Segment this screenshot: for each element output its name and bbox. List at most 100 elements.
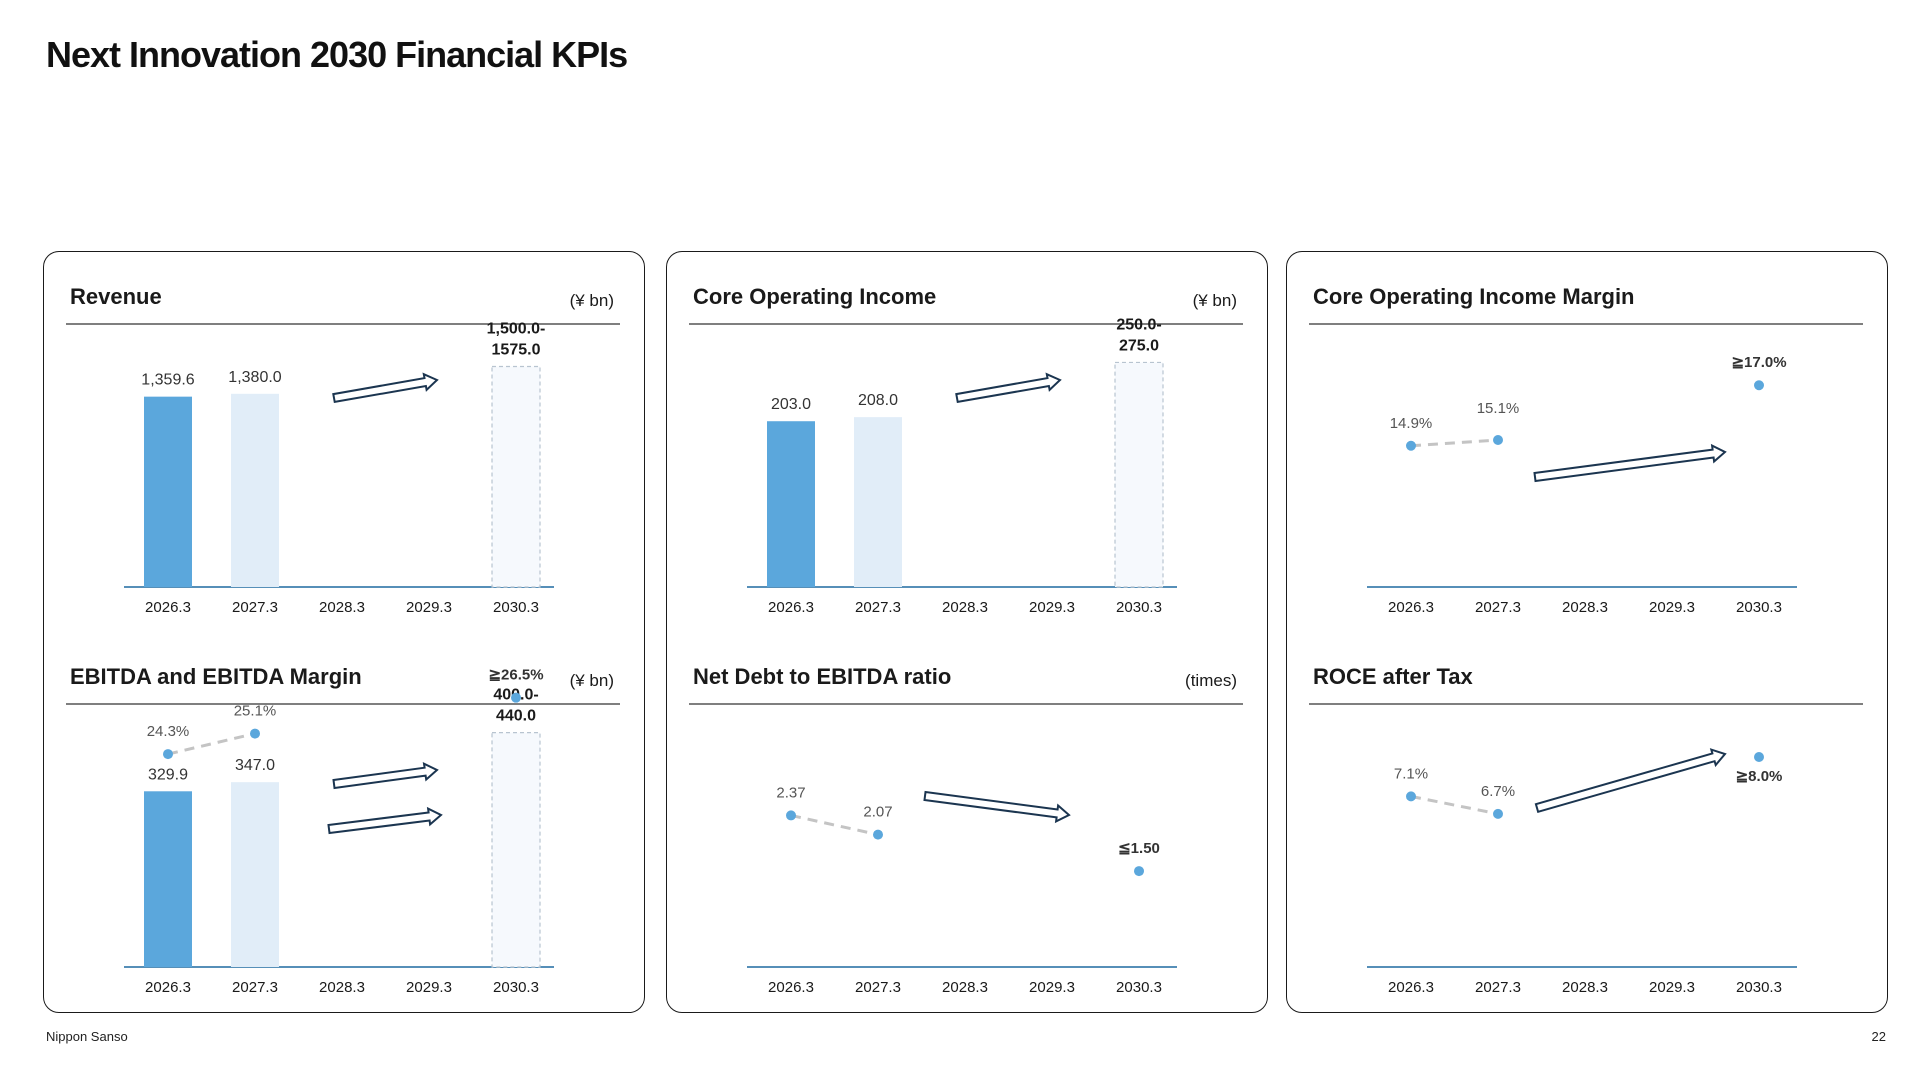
- chart-title: Net Debt to EBITDA ratio: [693, 664, 951, 689]
- x-tick-label: 2028.3: [1562, 979, 1608, 996]
- bar-2030.3: [491, 365, 541, 588]
- x-tick-label: 2030.3: [1736, 599, 1782, 616]
- point-2027.3: [1493, 808, 1503, 819]
- point-2030.3: [1754, 380, 1764, 391]
- x-tick-label: 2028.3: [319, 979, 365, 996]
- point-2026.3: [1406, 791, 1416, 802]
- point-value-label: ≦1.50: [1118, 840, 1160, 857]
- bar-2027.3: [231, 393, 279, 587]
- company-name: Nippon Sanso: [46, 1029, 128, 1044]
- point-2030.3: [1134, 866, 1144, 877]
- chart-title: ROCE after Tax: [1313, 664, 1474, 689]
- point-value-label: 2.07: [863, 804, 892, 821]
- bar-value-label: 275.0: [1119, 337, 1159, 354]
- unit-label: (times): [1185, 671, 1237, 690]
- bar-2026.3: [767, 421, 815, 587]
- x-tick-label: 2026.3: [1388, 979, 1434, 996]
- bar-2027.3: [854, 417, 902, 587]
- dashed-connector: [790, 813, 879, 837]
- bar-2027.3: [231, 782, 279, 967]
- trend-arrow-margin: [332, 761, 439, 790]
- x-tick-label: 2030.3: [493, 599, 539, 616]
- bar-value-label: 250.0-: [1116, 316, 1161, 333]
- x-tick-label: 2029.3: [1029, 599, 1075, 616]
- x-tick-label: 2030.3: [1736, 979, 1782, 996]
- point-value-label: 7.1%: [1394, 765, 1428, 782]
- bar-value-label: 203.0: [771, 396, 811, 413]
- x-tick-label: 2026.3: [145, 599, 191, 616]
- point-2030.3: [1754, 752, 1764, 762]
- x-tick-label: 2028.3: [1562, 599, 1608, 616]
- point-value-label: ≧8.0%: [1736, 768, 1783, 785]
- panel-middle: Core Operating Income (¥ bn) 2026.3 2027.3 2…: [666, 251, 1268, 1013]
- trend-arrow-ebitda: [327, 806, 443, 835]
- chart-title: Revenue: [70, 284, 162, 309]
- bar-2026.3: [144, 791, 192, 967]
- bar-2030.3: [1114, 361, 1164, 588]
- point-value-label: 15.1%: [1477, 400, 1520, 417]
- x-tick-label: 2030.3: [1116, 979, 1162, 996]
- dashed-connector: [1410, 794, 1499, 816]
- x-tick-label: 2029.3: [1029, 979, 1075, 996]
- trend-arrow: [1533, 443, 1727, 483]
- x-tick-label: 2027.3: [1475, 979, 1521, 996]
- bar-value-label: 440.0: [496, 708, 536, 725]
- x-tick-label: 2027.3: [1475, 599, 1521, 616]
- point-2026.3: [1406, 440, 1416, 451]
- x-tick-label: 2029.3: [406, 599, 452, 616]
- x-tick-label: 2029.3: [1649, 599, 1695, 616]
- trend-arrow: [955, 372, 1062, 404]
- x-tick-label: 2028.3: [319, 599, 365, 616]
- chart-title: Core Operating Income Margin: [1313, 284, 1635, 309]
- bar-2030.3: [491, 732, 541, 968]
- x-tick-label: 2028.3: [942, 599, 988, 616]
- chart-title: EBITDA and EBITDA Margin: [70, 664, 362, 689]
- dashed-connector: [1410, 438, 1499, 448]
- core-operating-income-margin-chart: Core Operating Income Margin 2026.3 2027.3…: [1309, 284, 1863, 616]
- x-tick-label: 2026.3: [768, 979, 814, 996]
- x-tick-label: 2027.3: [232, 979, 278, 996]
- unit-label: (¥ bn): [1193, 291, 1237, 310]
- point-2027.3: [873, 829, 883, 840]
- page-title: Next Innovation 2030 Financial KPIs: [46, 34, 628, 75]
- point-value-label: ≧17.0%: [1731, 354, 1786, 371]
- bar-value-label: 1,500.0-: [487, 321, 546, 338]
- x-tick-label: 2027.3: [855, 979, 901, 996]
- point-2027.3: [1493, 435, 1503, 445]
- x-tick-label: 2029.3: [1649, 979, 1695, 996]
- net-debt-to-ebitda-chart: Net Debt to EBITDA ratio (times) 2026.3 202…: [689, 664, 1243, 996]
- panel-left: Revenue (¥ bn) 2026.3 2027.3 2028.3 2029.3 203…: [43, 251, 645, 1013]
- point-2026.3: [163, 749, 173, 760]
- x-tick-label: 2030.3: [1116, 599, 1162, 616]
- x-tick-label: 2030.3: [493, 979, 539, 996]
- bar-value-label: 347.0: [235, 757, 275, 774]
- bar-value-label: 1,359.6: [141, 372, 194, 389]
- x-tick-label: 2026.3: [768, 599, 814, 616]
- point-2026.3: [786, 810, 796, 821]
- bar-value-label: 1,380.0: [228, 369, 281, 386]
- page-number: 22: [1871, 1029, 1886, 1044]
- point-value-label: 25.1%: [234, 703, 277, 720]
- panel-right: Core Operating Income Margin 2026.3 2027.3…: [1286, 251, 1888, 1013]
- unit-label: (¥ bn): [570, 291, 614, 310]
- trend-arrow: [1534, 748, 1727, 814]
- bar-value-label: 329.9: [148, 766, 188, 783]
- revenue-chart: Revenue (¥ bn) 2026.3 2027.3 2028.3 2029.3 203…: [66, 284, 620, 616]
- x-tick-label: 2029.3: [406, 979, 452, 996]
- unit-label: (¥ bn): [570, 671, 614, 690]
- trend-arrow: [332, 372, 439, 404]
- bar-value-label: 1575.0: [492, 342, 541, 359]
- chart-title: Core Operating Income: [693, 284, 936, 309]
- trend-arrow: [923, 790, 1071, 824]
- bar-2026.3: [144, 396, 192, 587]
- bar-value-label: 208.0: [858, 392, 898, 409]
- point-2030.3: [511, 692, 521, 703]
- point-value-label: 6.7%: [1481, 783, 1515, 800]
- point-value-label: 14.9%: [1390, 415, 1433, 432]
- point-2027.3: [250, 728, 260, 739]
- x-tick-label: 2026.3: [1388, 599, 1434, 616]
- point-value-label: 2.37: [776, 784, 805, 801]
- point-value-label: ≧26.5%: [488, 667, 543, 684]
- point-value-label: 24.3%: [147, 723, 190, 740]
- core-operating-income-chart: Core Operating Income (¥ bn) 2026.3 2027.3 2…: [689, 284, 1243, 616]
